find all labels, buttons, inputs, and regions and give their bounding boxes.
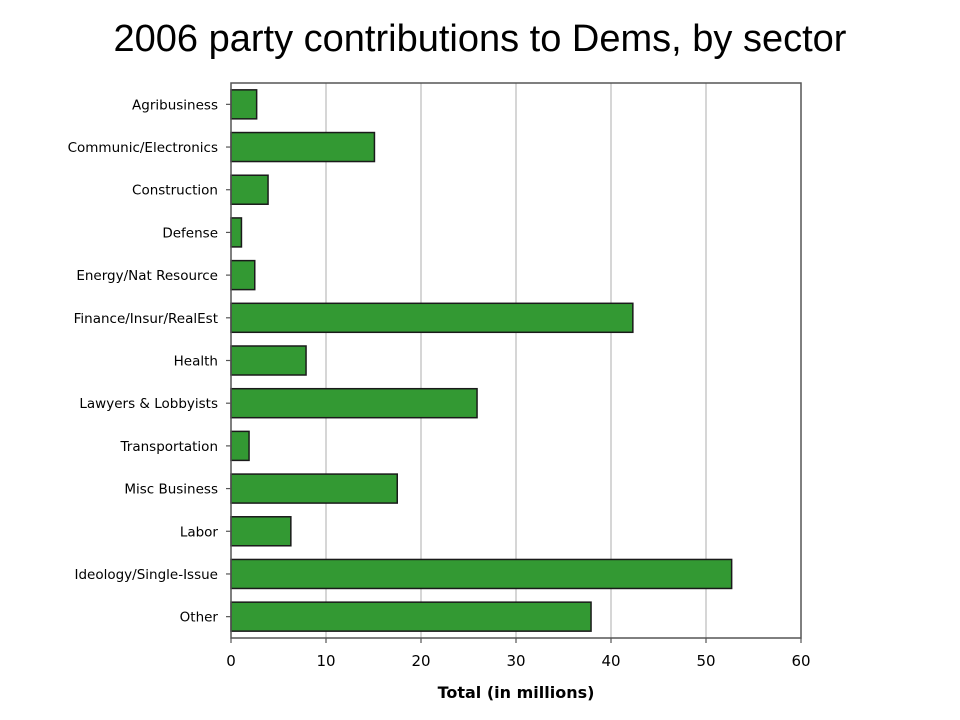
category-label: Finance/Insur/RealEst [74, 311, 218, 327]
bar [230, 345, 307, 376]
x-tick-label: 60 [791, 652, 810, 670]
bar [230, 89, 258, 120]
x-tick-label: 10 [316, 652, 335, 670]
bar [230, 131, 376, 163]
x-tick-label: 0 [226, 652, 236, 670]
gridlines [325, 83, 707, 638]
category-label: Labor [180, 524, 219, 540]
bar [230, 259, 256, 291]
category-labels: Agribusiness Communic/Electronics Construc… [68, 97, 231, 626]
bar [230, 174, 269, 205]
x-tick-label: 30 [506, 652, 525, 670]
category-label: Lawyers & Lobbyists [79, 396, 218, 412]
category-label: Misc Business [124, 482, 218, 498]
bar [230, 217, 243, 248]
bar [230, 558, 733, 590]
category-label: Energy/Nat Resource [76, 268, 218, 284]
category-label: Agribusiness [132, 97, 218, 113]
bar [230, 516, 292, 547]
bar [230, 473, 398, 504]
x-tick-label: 50 [696, 652, 715, 670]
bar [230, 430, 250, 462]
bars [230, 89, 733, 632]
chart-title: 2006 party contributions to Dems, by sec… [113, 18, 847, 60]
category-label: Health [174, 354, 218, 370]
bar [230, 601, 592, 632]
bar [230, 387, 478, 419]
category-label: Construction [132, 183, 218, 199]
x-tick-label: 20 [411, 652, 430, 670]
category-label: Other [180, 610, 219, 626]
category-label: Defense [162, 225, 218, 241]
category-label: Ideology/Single-Issue [74, 567, 218, 583]
x-tick-labels: 0 10 20 30 40 50 60 [226, 638, 811, 670]
x-tick-label: 40 [601, 652, 620, 670]
category-label: Transportation [120, 439, 218, 455]
category-label: Communic/Electronics [68, 140, 218, 156]
x-axis-title: Total (in millions) [438, 683, 595, 702]
bar [230, 302, 634, 334]
